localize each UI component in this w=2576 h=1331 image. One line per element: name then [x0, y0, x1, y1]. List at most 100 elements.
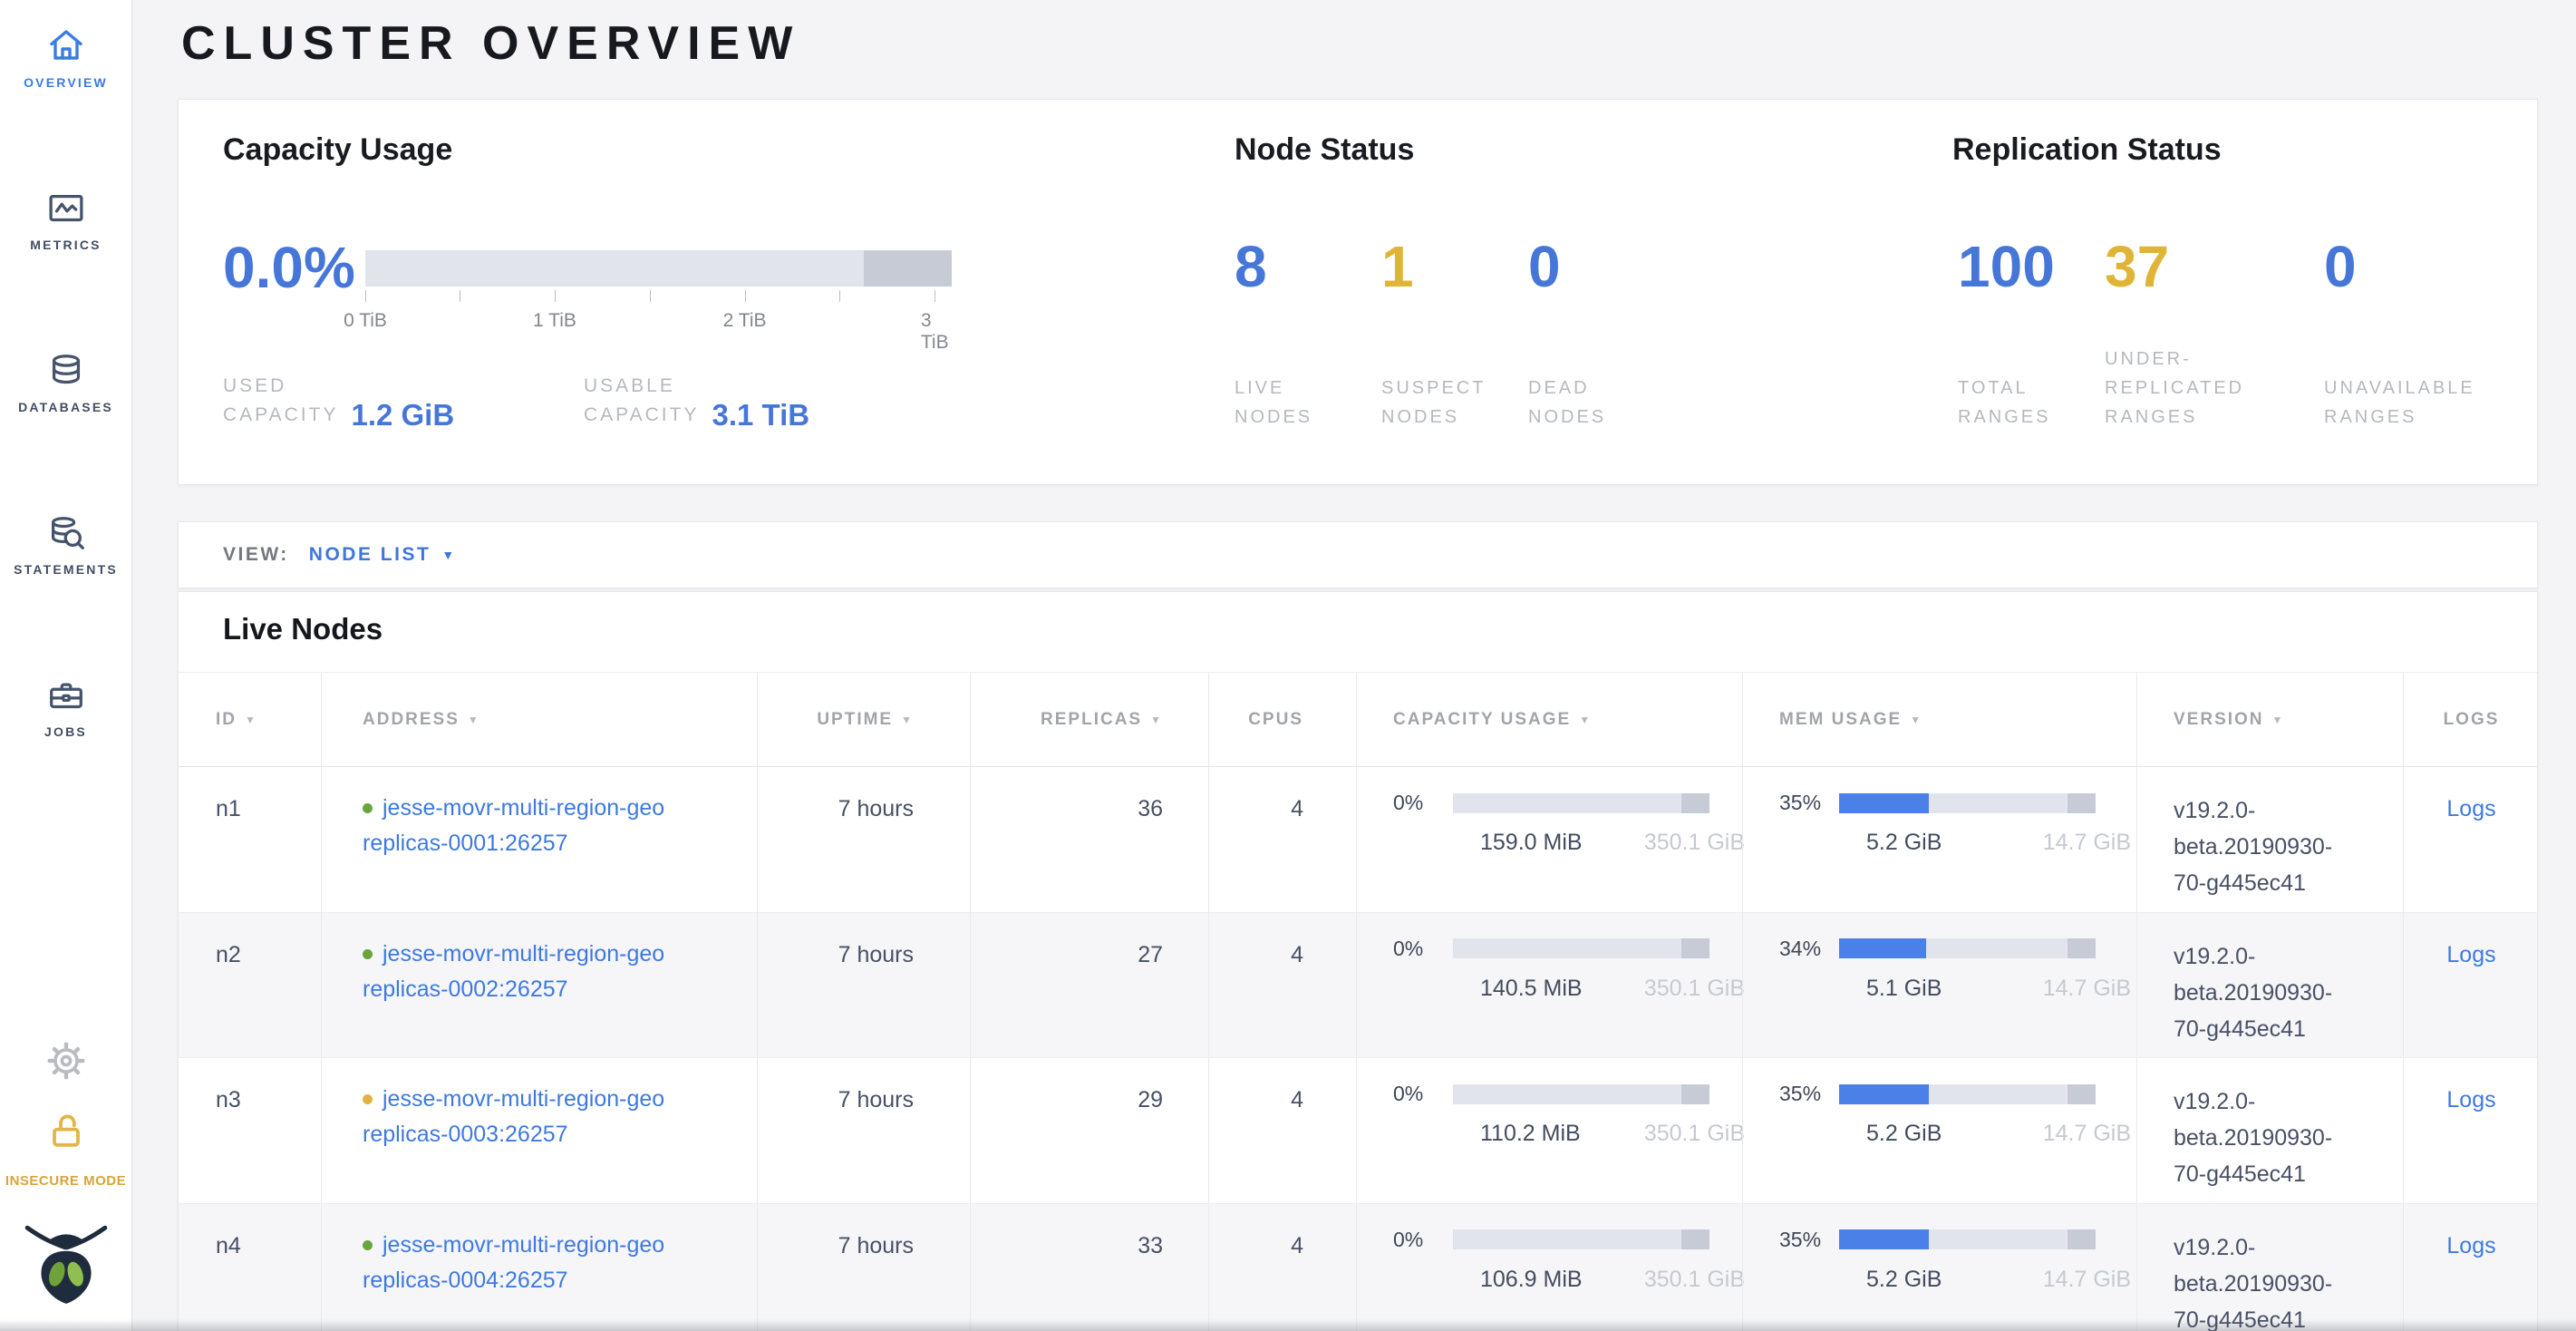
stat-label: NODES	[1528, 407, 1607, 427]
node-id: n1	[216, 796, 241, 821]
sidebar: OVERVIEW METRICS DATABASES	[0, 0, 132, 1331]
unavailable-ranges-stat: 0 UNAVAILABLE RANGES	[2324, 238, 2475, 432]
used-capacity-value: 1.2 GiB	[351, 398, 455, 432]
suspect-nodes-stat: 1 SUSPECT NODES	[1381, 238, 1528, 432]
node-replicas: 33	[970, 1203, 1208, 1331]
sort-caret-icon: ▼	[1150, 713, 1163, 726]
node-status-title: Node Status	[1235, 132, 1415, 167]
live-nodes-title: Live Nodes	[223, 612, 383, 646]
used-capacity-label-line1: USED	[223, 375, 287, 396]
node-cpus: 4	[1208, 912, 1356, 1057]
insecure-mode-label: INSECURE MODE	[5, 1173, 127, 1189]
stat-label: TOTAL	[1958, 378, 2029, 398]
sidebar-item-metrics[interactable]: METRICS	[0, 188, 131, 252]
node-uptime: 7 hours	[757, 912, 970, 1057]
node-cpus: 4	[1208, 1203, 1356, 1331]
logs-link[interactable]: Logs	[2446, 941, 2496, 967]
stat-label: NODES	[1381, 407, 1460, 427]
stat-label: RANGES	[2324, 407, 2417, 427]
stat-label: DEAD	[1528, 378, 1590, 398]
node-cpus: 4	[1208, 767, 1356, 912]
usable-capacity-value: 3.1 TiB	[712, 398, 810, 432]
node-version: v19.2.0-beta.20190930-70-g445ec41	[2136, 1058, 2403, 1203]
logs-link[interactable]: Logs	[2446, 1232, 2496, 1258]
logs-link[interactable]: Logs	[2446, 1087, 2496, 1112]
node-capacity-usage: 0% 106.9 MiB 350.1 GiB	[1356, 1203, 1745, 1331]
sidebar-item-overview[interactable]: OVERVIEW	[0, 24, 131, 90]
memory-mini-bar	[1839, 1229, 2096, 1249]
dead-nodes-stat: 0 DEAD NODES	[1528, 238, 1675, 432]
column-header-uptime[interactable]: UPTIME ▼	[757, 673, 970, 766]
node-status-dot	[363, 1239, 373, 1250]
column-header-id[interactable]: ID ▼	[216, 709, 257, 729]
settings-gear-icon[interactable]	[0, 1041, 131, 1081]
node-mem-usage: 35% 5.2 GiB 14.7 GiB	[1742, 1058, 2136, 1203]
sidebar-item-databases[interactable]: DATABASES	[0, 350, 131, 414]
dead-nodes-value: 0	[1528, 234, 1561, 299]
sort-caret-icon: ▼	[2271, 713, 2285, 726]
capacity-axis: 0 TiB 1 TiB 2 TiB 3 TiB	[344, 290, 952, 353]
live-nodes-table: ID ▼ ADDRESS ▼ UPTIME ▼ REPLICAS ▼ CPUS CAPA…	[179, 672, 2537, 1331]
statements-icon	[0, 512, 131, 554]
insecure-mode-lock-icon[interactable]	[0, 1110, 131, 1153]
under-replicated-ranges-stat: 37 UNDER- REPLICATED RANGES	[2105, 238, 2324, 432]
column-header-address[interactable]: ADDRESS ▼	[321, 673, 757, 766]
capacity-mini-bar	[1453, 1083, 1709, 1104]
column-header-mem-usage[interactable]: MEM USAGE ▼	[1742, 673, 2136, 766]
capacity-mini-bar	[1453, 792, 1709, 813]
node-address-link[interactable]: jesse-movr-multi-region-geo replicas-0003…	[363, 1086, 665, 1147]
node-address-link[interactable]: jesse-movr-multi-region-geo replicas-0002…	[363, 940, 665, 1002]
table-row: n1 jesse-movr-multi-region-geo replicas-0…	[179, 767, 2537, 913]
node-mem-usage: 34% 5.1 GiB 14.7 GiB	[1742, 912, 2136, 1057]
view-dropdown[interactable]: NODE LIST ▼	[309, 544, 457, 566]
main-content: CLUSTER OVERVIEW Capacity Usage 0.0% 0 T…	[132, 0, 2576, 1331]
database-icon	[0, 350, 131, 392]
stat-label: REPLICATED	[2105, 378, 2245, 398]
sort-caret-icon: ▼	[245, 713, 257, 726]
sidebar-item-label: STATEMENTS	[14, 562, 118, 577]
column-header-capacity-usage[interactable]: CAPACITY USAGE ▼	[1356, 673, 1742, 766]
axis-tick-label: 0 TiB	[344, 310, 387, 331]
usable-capacity-label-line1: USABLE	[584, 375, 675, 396]
memory-mini-bar	[1839, 938, 2096, 958]
view-label: VIEW:	[223, 544, 289, 565]
replication-status-stats: 100 TOTAL RANGES 37 UNDER- REPLICATED RA…	[1958, 238, 2475, 432]
replication-status-title: Replication Status	[1952, 132, 2222, 167]
table-row: n3 jesse-movr-multi-region-geo replicas-0…	[179, 1058, 2537, 1204]
stat-label: SUSPECT	[1381, 378, 1487, 398]
column-header-logs: LOGS	[2403, 673, 2539, 766]
capacity-mini-bar	[1453, 1229, 1709, 1249]
usable-capacity-label-line2: CAPACITY	[584, 404, 700, 425]
under-replicated-ranges-value: 37	[2105, 234, 2170, 299]
total-ranges-value: 100	[1958, 234, 2055, 299]
node-uptime: 7 hours	[757, 1203, 970, 1331]
node-id: n3	[216, 1087, 241, 1112]
column-header-cpus[interactable]: CPUS	[1208, 673, 1356, 766]
stat-label: UNDER-	[2105, 349, 2192, 369]
metrics-icon	[0, 188, 131, 229]
view-dropdown-value: NODE LIST	[308, 544, 431, 565]
node-version: v19.2.0-beta.20190930-70-g445ec41	[2136, 767, 2403, 912]
node-replicas: 29	[970, 1058, 1208, 1203]
node-address-link[interactable]: jesse-movr-multi-region-geo replicas-0004…	[363, 1231, 665, 1293]
table-row: n2 jesse-movr-multi-region-geo replicas-0…	[179, 912, 2537, 1058]
live-nodes-stat: 8 LIVE NODES	[1235, 238, 1381, 432]
node-uptime: 7 hours	[757, 767, 970, 912]
node-version: v19.2.0-beta.20190930-70-g445ec41	[2136, 912, 2403, 1057]
node-status-dot	[363, 948, 373, 959]
cockroachdb-logo[interactable]	[0, 1222, 131, 1306]
sort-caret-icon: ▼	[1910, 713, 1923, 726]
table-row: n4 jesse-movr-multi-region-geo replicas-0…	[179, 1203, 2537, 1331]
logs-link[interactable]: Logs	[2446, 796, 2496, 821]
node-version: v19.2.0-beta.20190930-70-g445ec41	[2136, 1203, 2403, 1331]
cluster-summary-card: Capacity Usage 0.0% 0 TiB 1 TiB 2 TiB 3 …	[178, 99, 2538, 485]
column-header-replicas[interactable]: REPLICAS ▼	[970, 673, 1208, 766]
sidebar-item-jobs[interactable]: JOBS	[0, 675, 131, 739]
table-header-row: ID ▼ ADDRESS ▼ UPTIME ▼ REPLICAS ▼ CPUS CAPA…	[179, 672, 2537, 767]
memory-mini-bar	[1839, 1083, 2096, 1104]
sidebar-item-statements[interactable]: STATEMENTS	[0, 512, 131, 577]
node-address-link[interactable]: jesse-movr-multi-region-geo replicas-0001…	[363, 795, 665, 856]
stat-label: UNAVAILABLE	[2324, 378, 2475, 398]
column-header-version[interactable]: VERSION ▼	[2136, 673, 2403, 766]
total-ranges-stat: 100 TOTAL RANGES	[1958, 238, 2105, 432]
